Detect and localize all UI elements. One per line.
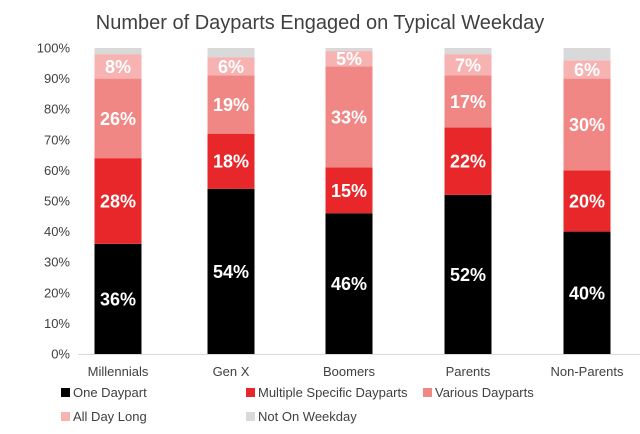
bar-stack: 54% 18% 19% 6% [207,48,255,354]
y-tick-label: 100% [37,41,71,56]
bar-segment [444,54,492,76]
data-label: 30% [569,115,605,135]
bar-segment [207,48,255,58]
legend-label: Multiple Specific Dayparts [258,385,408,400]
bar-segment [325,51,373,67]
legend-swatch [423,388,432,397]
bar-segment [325,66,373,168]
y-axis: 0% 10% 20% 30% 40% 50% 60% 70% 80% 90% 100% [37,41,71,362]
legend-label: All Day Long [73,409,147,424]
bar-segment [563,78,611,171]
bar-segment [325,48,373,52]
data-label: 18% [213,152,249,172]
data-label: 6% [574,60,600,80]
bar-segment [444,194,492,354]
data-label: 5% [336,49,362,69]
bar-stack: 40% 20% 30% 6% [563,48,611,354]
y-tick-label: 0% [51,347,70,362]
legend-swatch [61,388,70,397]
bar-segment [444,127,492,195]
data-label: 20% [569,192,605,212]
bar-segment [94,54,142,79]
bar-stack: 52% 22% 17% 7% [444,48,492,354]
data-label: 8% [105,57,131,77]
bar-segment [325,213,373,354]
bar-segment [325,167,373,214]
legend-item: One Daypart [61,385,147,400]
data-label: 46% [331,274,367,294]
bar-segment [563,231,611,354]
legend-item: Multiple Specific Dayparts [246,385,408,400]
bar-segment [94,158,142,244]
bar-segment [94,48,142,55]
data-label: 6% [218,57,244,77]
bar-segment [563,60,611,79]
legend-swatch [61,412,70,421]
legend-label: One Daypart [73,385,147,400]
y-tick-label: 50% [44,194,70,209]
data-label: 17% [450,92,486,112]
y-tick-label: 60% [44,163,70,178]
bar-segment [94,78,142,159]
data-label: 52% [450,265,486,285]
data-label: 22% [450,152,486,172]
y-tick-label: 70% [44,132,70,147]
legend-item: Not On Weekday [246,409,357,424]
bar-segment [207,188,255,354]
y-tick-label: 10% [44,316,70,331]
bar-segment [444,75,492,128]
bar-segment [207,133,255,189]
legend-swatch [246,388,255,397]
data-label: 36% [100,289,136,309]
y-tick-label: 30% [44,255,70,270]
legend-label: Various Dayparts [435,385,534,400]
data-label: 7% [455,55,481,75]
category-label: Boomers [323,364,376,379]
legend-swatch [246,412,255,421]
category-label: Millennials [88,364,149,379]
category-label: Gen X [213,364,250,379]
legend-item: Various Dayparts [423,385,534,400]
data-label: 33% [331,107,367,127]
bar-stack: 36% 28% 26% 8% [94,48,142,354]
bar-segment [207,57,255,76]
legend-label: Not On Weekday [258,409,357,424]
data-label: 19% [213,95,249,115]
legend: One Daypart Multiple Specific Dayparts Var… [61,385,534,424]
data-label: 54% [213,262,249,282]
chart-title: Number of Dayparts Engaged on Typical We… [96,12,544,34]
y-tick-label: 40% [44,224,70,239]
bar-segment [444,48,492,55]
category-label: Non-Parents [551,364,624,379]
bar-segment [563,48,611,61]
y-tick-label: 90% [44,71,70,86]
bars: 36% 28% 26% 8% 54% 18% 19% 6% 46% 15% 33% 5% 52% 22% 1… [94,48,611,354]
bar-segment [94,243,142,354]
data-label: 40% [569,283,605,303]
data-label: 28% [100,192,136,212]
legend-item: All Day Long [61,409,147,424]
category-labels: Millennials Gen X Boomers Parents Non-Parent… [88,364,624,379]
y-tick-label: 20% [44,285,70,300]
category-label: Parents [446,364,491,379]
bar-segment [207,75,255,134]
y-tick-label: 80% [44,102,70,117]
data-label: 15% [331,181,367,201]
bar-segment [563,170,611,232]
bar-stack: 46% 15% 33% 5% [325,48,373,354]
data-label: 26% [100,109,136,129]
